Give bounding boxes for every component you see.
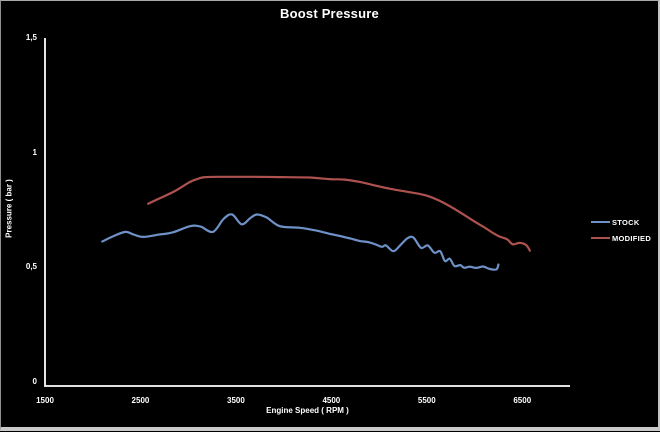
x-tick-label: 6500 <box>502 396 542 405</box>
series-line-stock <box>102 214 498 269</box>
legend: STOCK MODIFIED <box>591 214 651 246</box>
modified-line-swatch <box>591 237 610 239</box>
y-tick-label: 0 <box>7 377 37 386</box>
legend-label-modified: MODIFIED <box>612 234 651 243</box>
series-line-modified <box>148 177 530 251</box>
y-tick-label: 1 <box>7 148 37 157</box>
x-axis-title: Engine Speed ( RPM ) <box>45 406 570 415</box>
y-tick-label: 1,5 <box>7 33 37 42</box>
x-tick-label: 3500 <box>216 396 256 405</box>
legend-item-modified: MODIFIED <box>591 230 651 246</box>
axis-lines <box>45 38 570 386</box>
x-tick-label: 4500 <box>311 396 351 405</box>
x-tick-label: 1500 <box>25 396 65 405</box>
legend-label-stock: STOCK <box>612 218 640 227</box>
x-tick-label: 5500 <box>407 396 447 405</box>
y-tick-label: 0,5 <box>7 262 37 271</box>
legend-item-stock: STOCK <box>591 214 651 230</box>
stock-line-swatch <box>591 221 610 223</box>
x-tick-label: 2500 <box>120 396 160 405</box>
